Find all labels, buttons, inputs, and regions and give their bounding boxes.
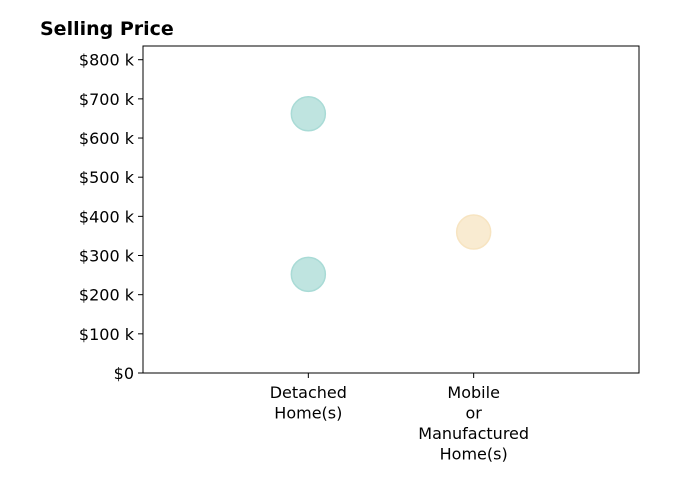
x-tick-label-line: Home(s) [440,445,508,464]
plot-area [142,45,640,374]
y-axis: $0 $100 k $200 k $300 k $400 k $500 k $600 k $7… [79,51,143,383]
x-tick-label-line: or [465,404,482,423]
y-tick-label: $200 k [79,286,135,305]
x-axis: Detached Home(s) Mobile or Manufactured Home(… [270,373,529,464]
x-tick-label-line: Mobile [447,383,499,402]
data-point [290,256,327,293]
x-tick-label: Mobile or Manufactured Home(s) [418,383,529,464]
y-tick-label: $800 k [79,51,135,70]
x-tick-label-line: Manufactured [418,424,529,443]
y-tick-label: $400 k [79,207,135,226]
y-tick-label: $600 k [79,129,135,148]
data-points [290,95,492,293]
y-tick-label: $300 k [79,247,135,266]
y-tick-label: $500 k [79,168,135,187]
x-tick-label-line: Home(s) [274,404,342,423]
chart-title: Selling Price [40,18,174,40]
data-point [290,95,327,132]
y-tick-label: $0 [114,364,134,383]
x-tick-label-line: Detached [270,383,347,402]
y-tick-label: $700 k [79,90,135,109]
x-tick-label: Detached Home(s) [270,383,347,423]
data-point [455,214,492,250]
y-tick-label: $100 k [79,325,135,344]
